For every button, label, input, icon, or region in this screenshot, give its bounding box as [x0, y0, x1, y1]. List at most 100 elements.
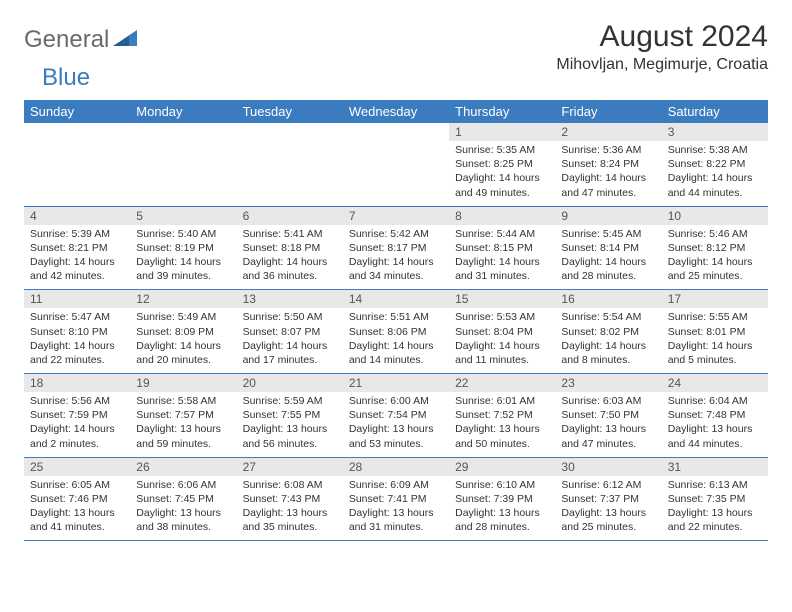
- sunrise-label: Sunrise:: [243, 479, 282, 491]
- day-header: Friday: [555, 100, 661, 123]
- sunrise-value: 6:06 AM: [178, 479, 217, 491]
- day-detail: [237, 141, 343, 163]
- sunset-value: 8:07 PM: [281, 326, 320, 338]
- sunset-value: 7:54 PM: [387, 409, 426, 421]
- sunrise-value: 5:50 AM: [284, 311, 323, 323]
- sunset-label: Sunset:: [349, 493, 385, 505]
- day-number: 23: [555, 374, 661, 392]
- calendar-day: [24, 123, 130, 206]
- sunrise-value: 5:47 AM: [71, 311, 110, 323]
- sunrise-value: 5:41 AM: [284, 228, 323, 240]
- sunrise-value: 5:53 AM: [497, 311, 536, 323]
- day-detail: Sunrise: 5:46 AMSunset: 8:12 PMDaylight:…: [662, 225, 768, 290]
- sunset-value: 7:50 PM: [600, 409, 639, 421]
- sunrise-value: 6:00 AM: [390, 395, 429, 407]
- sunset-label: Sunset:: [136, 326, 172, 338]
- day-number: 18: [24, 374, 130, 392]
- calendar-day: 16Sunrise: 5:54 AMSunset: 8:02 PMDayligh…: [555, 290, 661, 374]
- sunrise-label: Sunrise:: [668, 228, 707, 240]
- sunrise-label: Sunrise:: [561, 228, 600, 240]
- day-number: [343, 123, 449, 141]
- sunrise-value: 5:38 AM: [709, 144, 748, 156]
- calendar-day: 23Sunrise: 6:03 AMSunset: 7:50 PMDayligh…: [555, 374, 661, 458]
- sunrise-label: Sunrise:: [668, 311, 707, 323]
- sunrise-label: Sunrise:: [561, 311, 600, 323]
- title-block: August 2024 Mihovljan, Megimurje, Croati…: [556, 20, 768, 74]
- daylight-label: Daylight:: [30, 507, 71, 519]
- day-detail: Sunrise: 6:00 AMSunset: 7:54 PMDaylight:…: [343, 392, 449, 457]
- sunrise-value: 5:55 AM: [709, 311, 748, 323]
- sunset-value: 7:55 PM: [281, 409, 320, 421]
- sunset-label: Sunset:: [561, 409, 597, 421]
- day-detail: Sunrise: 5:39 AMSunset: 8:21 PMDaylight:…: [24, 225, 130, 290]
- brand-part1: General: [24, 26, 109, 54]
- calendar-day: 28Sunrise: 6:09 AMSunset: 7:41 PMDayligh…: [343, 457, 449, 541]
- brand-mark-icon: [113, 28, 139, 53]
- sunset-value: 8:22 PM: [706, 158, 745, 170]
- day-number: 4: [24, 207, 130, 225]
- daylight-label: Daylight:: [243, 256, 284, 268]
- sunrise-label: Sunrise:: [243, 228, 282, 240]
- day-number: [237, 123, 343, 141]
- day-number: 9: [555, 207, 661, 225]
- day-number: [130, 123, 236, 141]
- calendar-day: 7Sunrise: 5:42 AMSunset: 8:17 PMDaylight…: [343, 206, 449, 290]
- day-detail: Sunrise: 5:41 AMSunset: 8:18 PMDaylight:…: [237, 225, 343, 290]
- calendar-day: 21Sunrise: 6:00 AMSunset: 7:54 PMDayligh…: [343, 374, 449, 458]
- sunrise-value: 6:08 AM: [284, 479, 323, 491]
- day-detail: Sunrise: 6:08 AMSunset: 7:43 PMDaylight:…: [237, 476, 343, 541]
- day-header-row: Sunday Monday Tuesday Wednesday Thursday…: [24, 100, 768, 123]
- day-number: 15: [449, 290, 555, 308]
- sunrise-value: 6:03 AM: [603, 395, 642, 407]
- calendar-day: 31Sunrise: 6:13 AMSunset: 7:35 PMDayligh…: [662, 457, 768, 541]
- sunrise-value: 5:51 AM: [390, 311, 429, 323]
- day-header: Wednesday: [343, 100, 449, 123]
- day-detail: Sunrise: 5:58 AMSunset: 7:57 PMDaylight:…: [130, 392, 236, 457]
- day-detail: Sunrise: 5:42 AMSunset: 8:17 PMDaylight:…: [343, 225, 449, 290]
- calendar-day: 1Sunrise: 5:35 AMSunset: 8:25 PMDaylight…: [449, 123, 555, 206]
- sunrise-value: 5:58 AM: [178, 395, 217, 407]
- calendar-day: [237, 123, 343, 206]
- daylight-label: Daylight:: [561, 256, 602, 268]
- day-detail: Sunrise: 5:56 AMSunset: 7:59 PMDaylight:…: [24, 392, 130, 457]
- day-number: 1: [449, 123, 555, 141]
- day-detail: Sunrise: 6:06 AMSunset: 7:45 PMDaylight:…: [130, 476, 236, 541]
- sunset-label: Sunset:: [668, 409, 704, 421]
- sunrise-value: 6:10 AM: [497, 479, 536, 491]
- sunrise-label: Sunrise:: [561, 395, 600, 407]
- calendar-day: 26Sunrise: 6:06 AMSunset: 7:45 PMDayligh…: [130, 457, 236, 541]
- sunset-label: Sunset:: [455, 158, 491, 170]
- day-number: 31: [662, 458, 768, 476]
- sunset-label: Sunset:: [455, 242, 491, 254]
- sunrise-label: Sunrise:: [136, 395, 175, 407]
- sunrise-label: Sunrise:: [349, 228, 388, 240]
- calendar-day: 19Sunrise: 5:58 AMSunset: 7:57 PMDayligh…: [130, 374, 236, 458]
- sunset-value: 8:01 PM: [706, 326, 745, 338]
- sunset-value: 8:12 PM: [706, 242, 745, 254]
- sunset-value: 7:59 PM: [69, 409, 108, 421]
- sunset-value: 8:02 PM: [600, 326, 639, 338]
- sunrise-label: Sunrise:: [243, 311, 282, 323]
- sunrise-value: 5:42 AM: [390, 228, 429, 240]
- day-detail: Sunrise: 6:05 AMSunset: 7:46 PMDaylight:…: [24, 476, 130, 541]
- day-number: 12: [130, 290, 236, 308]
- day-detail: Sunrise: 6:03 AMSunset: 7:50 PMDaylight:…: [555, 392, 661, 457]
- sunset-value: 8:06 PM: [387, 326, 426, 338]
- sunset-label: Sunset:: [668, 158, 704, 170]
- day-header: Sunday: [24, 100, 130, 123]
- brand-part2: Blue: [42, 64, 90, 92]
- sunset-label: Sunset:: [455, 409, 491, 421]
- calendar-table: Sunday Monday Tuesday Wednesday Thursday…: [24, 100, 768, 541]
- calendar-day: 20Sunrise: 5:59 AMSunset: 7:55 PMDayligh…: [237, 374, 343, 458]
- sunset-label: Sunset:: [561, 242, 597, 254]
- sunset-value: 7:39 PM: [494, 493, 533, 505]
- sunset-value: 8:04 PM: [494, 326, 533, 338]
- daylight-label: Daylight:: [668, 507, 709, 519]
- day-detail: Sunrise: 5:50 AMSunset: 8:07 PMDaylight:…: [237, 308, 343, 373]
- calendar-day: 13Sunrise: 5:50 AMSunset: 8:07 PMDayligh…: [237, 290, 343, 374]
- sunset-value: 8:21 PM: [69, 242, 108, 254]
- sunset-label: Sunset:: [30, 409, 66, 421]
- sunrise-value: 5:45 AM: [603, 228, 642, 240]
- calendar-day: 12Sunrise: 5:49 AMSunset: 8:09 PMDayligh…: [130, 290, 236, 374]
- daylight-label: Daylight:: [243, 340, 284, 352]
